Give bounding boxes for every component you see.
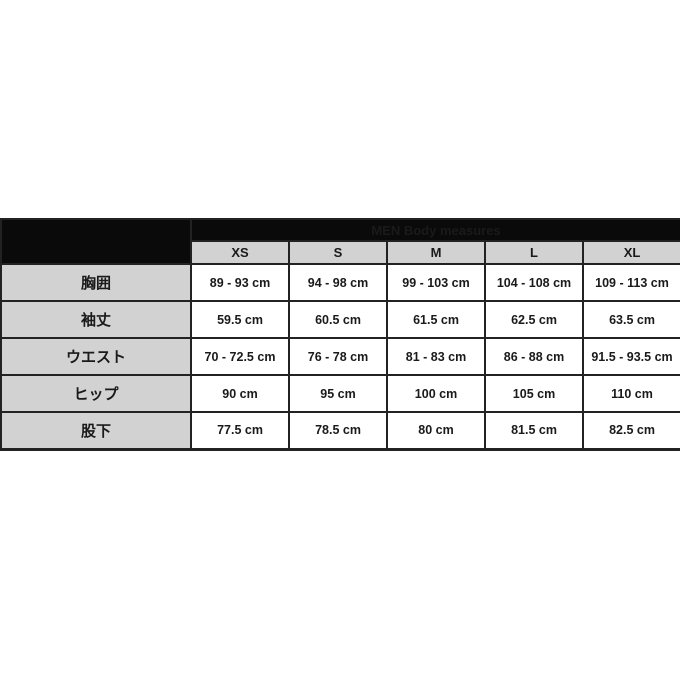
waist-xs-value: 70 - 72.5 cm [190, 337, 290, 376]
row-label-chest: 胸囲 [0, 263, 192, 302]
hip-xs-value: 90 cm [190, 374, 290, 413]
table-row-sleeve: 袖丈 59.5 cm 60.5 cm 61.5 cm 62.5 cm 63.5 … [0, 300, 680, 339]
hip-m-value: 100 cm [386, 374, 486, 413]
sleeve-xs-value: 59.5 cm [190, 300, 290, 339]
hip-s-value: 95 cm [288, 374, 388, 413]
waist-s-value: 76 - 78 cm [288, 337, 388, 376]
hip-l-value: 105 cm [484, 374, 584, 413]
size-header-m: M [386, 240, 486, 265]
chest-xl-value: 109 - 113 cm [582, 263, 680, 302]
row-label-inseam: 股下 [0, 411, 192, 450]
sleeve-l-value: 62.5 cm [484, 300, 584, 339]
inseam-s-value: 78.5 cm [288, 411, 388, 450]
size-header-l: L [484, 240, 584, 265]
size-header-xl: XL [582, 240, 680, 265]
hip-xl-value: 110 cm [582, 374, 680, 413]
table-row-waist: ウエスト 70 - 72.5 cm 76 - 78 cm 81 - 83 cm … [0, 337, 680, 376]
inseam-m-value: 80 cm [386, 411, 486, 450]
table-title: MEN Body measures [190, 218, 680, 242]
waist-l-value: 86 - 88 cm [484, 337, 584, 376]
sleeve-s-value: 60.5 cm [288, 300, 388, 339]
chest-l-value: 104 - 108 cm [484, 263, 584, 302]
size-header-xs: XS [190, 240, 290, 265]
waist-xl-value: 91.5 - 93.5 cm [582, 337, 680, 376]
row-label-hip: ヒップ [0, 374, 192, 413]
corner-cell [0, 218, 192, 265]
men-size-chart-table: MEN Body measures XS S M L XL 胸囲 89 - 93… [0, 218, 680, 451]
table-row-chest: 胸囲 89 - 93 cm 94 - 98 cm 99 - 103 cm 104… [0, 263, 680, 302]
chest-s-value: 94 - 98 cm [288, 263, 388, 302]
inseam-xs-value: 77.5 cm [190, 411, 290, 450]
size-header-row: XS S M L XL [1, 240, 680, 265]
sleeve-xl-value: 63.5 cm [582, 300, 680, 339]
table-row-hip: ヒップ 90 cm 95 cm 100 cm 105 cm 110 cm [0, 374, 680, 413]
title-row: MEN Body measures [0, 218, 680, 265]
waist-m-value: 81 - 83 cm [386, 337, 486, 376]
chest-xs-value: 89 - 93 cm [190, 263, 290, 302]
row-label-sleeve: 袖丈 [0, 300, 192, 339]
inseam-xl-value: 82.5 cm [582, 411, 680, 450]
size-header-s: S [288, 240, 388, 265]
table-row-inseam: 股下 77.5 cm 78.5 cm 80 cm 81.5 cm 82.5 cm [0, 411, 680, 450]
chest-m-value: 99 - 103 cm [386, 263, 486, 302]
sleeve-m-value: 61.5 cm [386, 300, 486, 339]
inseam-l-value: 81.5 cm [484, 411, 584, 450]
row-label-waist: ウエスト [0, 337, 192, 376]
